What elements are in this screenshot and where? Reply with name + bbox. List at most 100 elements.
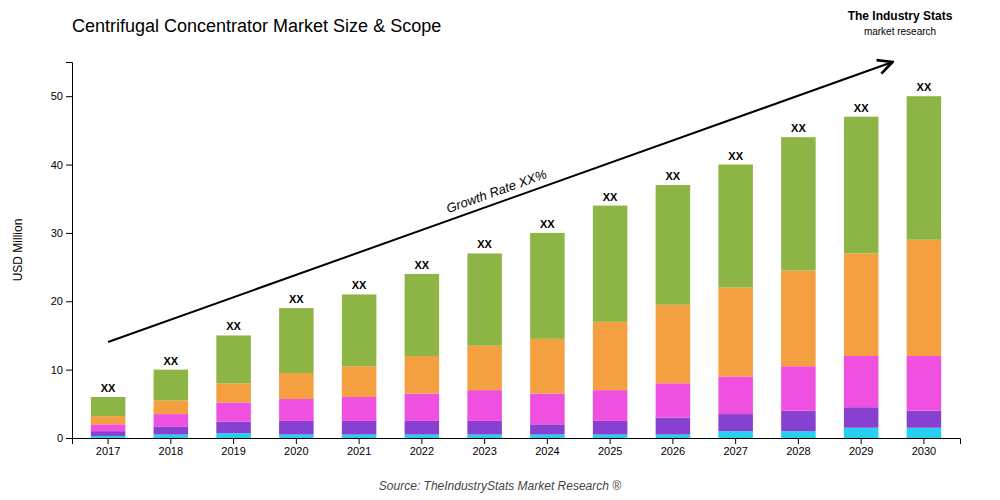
bar-segment bbox=[718, 431, 753, 438]
bar-label: XX bbox=[415, 259, 430, 271]
bar-segment bbox=[279, 421, 314, 435]
bar-label: XX bbox=[163, 355, 178, 367]
y-tick: 20 bbox=[51, 295, 72, 307]
bar-segment bbox=[342, 421, 377, 435]
x-tick: 2022 bbox=[410, 438, 434, 457]
growth-label: Growth Rate XX% bbox=[444, 166, 548, 216]
bar-segment bbox=[781, 411, 816, 432]
x-tick: 2027 bbox=[723, 438, 747, 457]
bar-segment bbox=[718, 414, 753, 431]
x-tick: 2017 bbox=[96, 438, 120, 457]
bar-segment bbox=[718, 288, 753, 377]
bar-segment bbox=[216, 433, 251, 438]
bar-segment bbox=[530, 233, 565, 339]
x-tick: 2026 bbox=[661, 438, 685, 457]
bar-segment bbox=[279, 308, 314, 373]
y-axis-line bbox=[66, 63, 73, 439]
bar-segment bbox=[530, 394, 565, 425]
y-tick: 50 bbox=[51, 90, 72, 102]
bar-segment bbox=[467, 390, 502, 421]
plot-area: XXXXXXXXXXXXXXXXXXXXXXXXXXXX010203040502… bbox=[51, 62, 961, 457]
bar-segment bbox=[279, 373, 314, 399]
source-note: Source: TheIndustryStats Market Research… bbox=[379, 479, 621, 493]
bar-segment bbox=[405, 435, 440, 438]
bar-segment bbox=[216, 422, 251, 434]
bar-segment bbox=[342, 294, 377, 366]
bar-segment bbox=[216, 383, 251, 402]
bar-label: XX bbox=[226, 320, 241, 332]
x-tick-label: 2025 bbox=[598, 445, 622, 457]
bar-segment bbox=[907, 411, 942, 428]
bar-segment bbox=[154, 400, 189, 414]
x-tick-label: 2020 bbox=[284, 445, 308, 457]
bar-segment bbox=[844, 428, 879, 438]
bar-segment bbox=[781, 366, 816, 410]
bar-segment bbox=[593, 435, 628, 438]
x-tick: 2018 bbox=[159, 438, 183, 457]
x-tick: 2024 bbox=[535, 438, 559, 457]
bar-segment bbox=[91, 416, 126, 424]
bar-segment bbox=[405, 421, 440, 435]
y-tick-mark bbox=[66, 301, 72, 302]
x-tick-mark bbox=[108, 438, 109, 444]
y-tick-label: 20 bbox=[51, 295, 63, 307]
bar-segment bbox=[656, 185, 691, 305]
y-tick-label: 10 bbox=[51, 364, 63, 376]
x-tick: 2019 bbox=[221, 438, 245, 457]
bar-segment bbox=[593, 322, 628, 390]
bar-segment bbox=[718, 376, 753, 414]
chart-svg: XXXXXXXXXXXXXXXXXXXXXXXXXXXX010203040502… bbox=[0, 0, 1000, 500]
x-tick-label: 2017 bbox=[96, 445, 120, 457]
bar-segment bbox=[91, 424, 126, 431]
x-tick-mark bbox=[672, 438, 673, 444]
x-tick-mark bbox=[170, 438, 171, 444]
x-tick-mark bbox=[610, 438, 611, 444]
bar-segment bbox=[467, 346, 502, 390]
bar-segment bbox=[405, 274, 440, 356]
y-tick: 30 bbox=[51, 227, 72, 239]
bar-segment bbox=[91, 431, 126, 436]
x-tick-label: 2019 bbox=[221, 445, 245, 457]
x-tick-mark bbox=[798, 438, 799, 444]
bar-labels: XXXXXXXXXXXXXXXXXXXXXXXXXXXX bbox=[101, 81, 932, 394]
x-tick-label: 2021 bbox=[347, 445, 371, 457]
x-tick-label: 2018 bbox=[159, 445, 183, 457]
bar-series bbox=[91, 96, 941, 416]
bar-segment bbox=[907, 96, 942, 240]
x-tick-label: 2026 bbox=[661, 445, 685, 457]
y-tick-label: 40 bbox=[51, 159, 63, 171]
bars bbox=[91, 96, 941, 438]
bar-segment bbox=[467, 421, 502, 435]
bar-segment bbox=[154, 426, 189, 434]
x-tick: 2030 bbox=[912, 438, 936, 457]
x-tick-label: 2023 bbox=[472, 445, 496, 457]
bar-segment bbox=[593, 390, 628, 421]
bar-segment bbox=[844, 253, 879, 356]
x-tick-mark bbox=[923, 438, 924, 444]
x-tick: 2021 bbox=[347, 438, 371, 457]
logo-line: The Industry Stats bbox=[848, 9, 953, 23]
bar-segment bbox=[844, 407, 879, 428]
bar-segment bbox=[405, 394, 440, 421]
x-tick: 2020 bbox=[284, 438, 308, 457]
bar-segment bbox=[593, 206, 628, 322]
x-tick: 2028 bbox=[786, 438, 810, 457]
x-tick-mark bbox=[359, 438, 360, 444]
y-tick: 40 bbox=[51, 159, 72, 171]
bar-segment bbox=[781, 431, 816, 438]
bar-segment bbox=[405, 356, 440, 394]
bar-segment bbox=[844, 117, 879, 254]
bar-label: XX bbox=[477, 238, 492, 250]
bar-label: XX bbox=[854, 102, 869, 114]
bar-label: XX bbox=[101, 382, 116, 394]
bar-segment bbox=[342, 435, 377, 438]
bar-label: XX bbox=[728, 150, 743, 162]
bar-segment bbox=[781, 137, 816, 270]
bar-segment bbox=[216, 402, 251, 421]
x-tick: 2023 bbox=[472, 438, 496, 457]
bar-segment bbox=[530, 424, 565, 434]
bar-segment bbox=[907, 428, 942, 438]
bar-segment bbox=[467, 435, 502, 438]
x-tick-label: 2022 bbox=[410, 445, 434, 457]
chart-title: Centrifugal Concentrator Market Size & S… bbox=[72, 16, 441, 36]
